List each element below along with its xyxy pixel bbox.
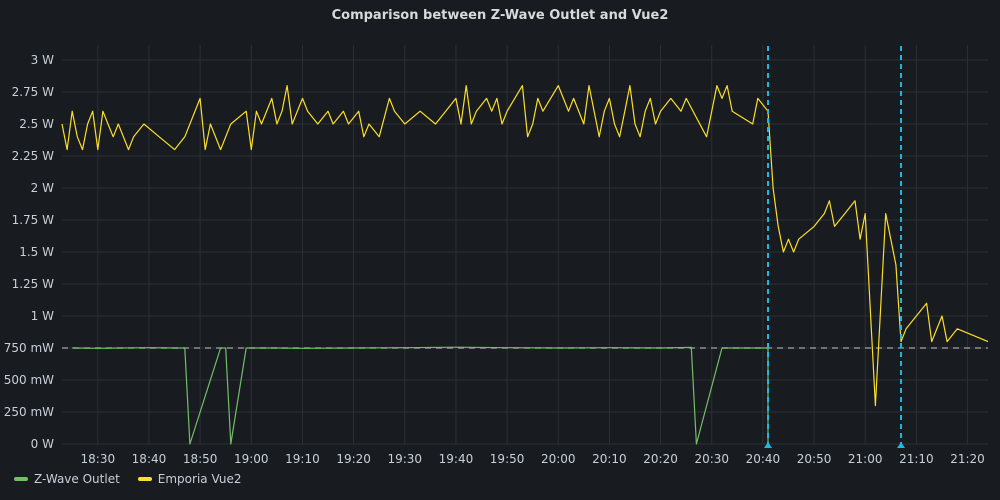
y-tick-label: 250 mW [4, 405, 54, 419]
x-tick-label: 19:50 [490, 452, 525, 466]
y-tick-label: 1.75 W [12, 213, 55, 227]
x-tick-label: 19:30 [387, 452, 422, 466]
y-tick-label: 0 W [31, 437, 54, 451]
legend-label-zwave: Z-Wave Outlet [34, 472, 120, 486]
x-tick-label: 18:30 [81, 452, 116, 466]
x-tick-label: 20:50 [797, 452, 832, 466]
y-axis-ticks: 0 W 250 mW 500 mW 750 mW 1 W 1.25 W 1.5 W 1.75 … [4, 53, 54, 451]
annotations[interactable] [764, 46, 906, 448]
legend: Z-Wave Outlet Emporia Vue2 [14, 472, 241, 486]
x-tick-label: 20:30 [694, 452, 729, 466]
y-tick-label: 2.5 W [19, 117, 54, 131]
panel-title: Comparison between Z-Wave Outlet and Vue… [331, 8, 669, 23]
x-tick-label: 21:00 [848, 452, 883, 466]
legend-item-emporia[interactable]: Emporia Vue2 [137, 472, 242, 486]
y-tick-label: 3 W [31, 53, 54, 67]
x-tick-label: 20:20 [643, 452, 678, 466]
annotation-marker-icon[interactable] [764, 442, 773, 448]
x-tick-label: 19:20 [336, 452, 371, 466]
annotation-marker-icon[interactable] [897, 442, 906, 448]
y-tick-label: 2 W [31, 181, 54, 195]
legend-label-emporia: Emporia Vue2 [157, 472, 242, 486]
x-tick-label: 20:00 [541, 452, 576, 466]
x-tick-label: 19:00 [234, 452, 269, 466]
x-tick-label: 20:40 [746, 452, 781, 466]
y-tick-label: 2.75 W [12, 85, 55, 99]
legend-item-zwave[interactable]: Z-Wave Outlet [14, 472, 120, 486]
series-line-zwave-outlet[interactable] [72, 346, 769, 445]
y-tick-label: 750 mW [4, 341, 54, 355]
x-tick-label: 20:10 [592, 452, 627, 466]
y-tick-label: 2.25 W [12, 149, 55, 163]
y-tick-label: 1.5 W [19, 245, 54, 259]
legend-swatch-zwave [14, 477, 28, 481]
x-tick-label: 19:40 [439, 452, 474, 466]
x-tick-label: 18:40 [132, 452, 167, 466]
series-line-emporia-vue2[interactable] [61, 85, 989, 407]
series-lines[interactable] [61, 85, 989, 445]
x-tick-label: 21:10 [899, 452, 934, 466]
legend-swatch-emporia [137, 477, 152, 481]
y-tick-label: 1.25 W [12, 277, 55, 291]
x-tick-label: 21:20 [950, 452, 985, 466]
x-tick-label: 19:10 [285, 452, 320, 466]
y-tick-label: 500 mW [4, 373, 54, 387]
x-tick-label: 18:50 [183, 452, 218, 466]
x-axis-ticks: 18:30 18:40 18:50 19:00 19:10 19:20 19:30 19:40… [81, 452, 985, 466]
y-tick-label: 1 W [31, 309, 54, 323]
